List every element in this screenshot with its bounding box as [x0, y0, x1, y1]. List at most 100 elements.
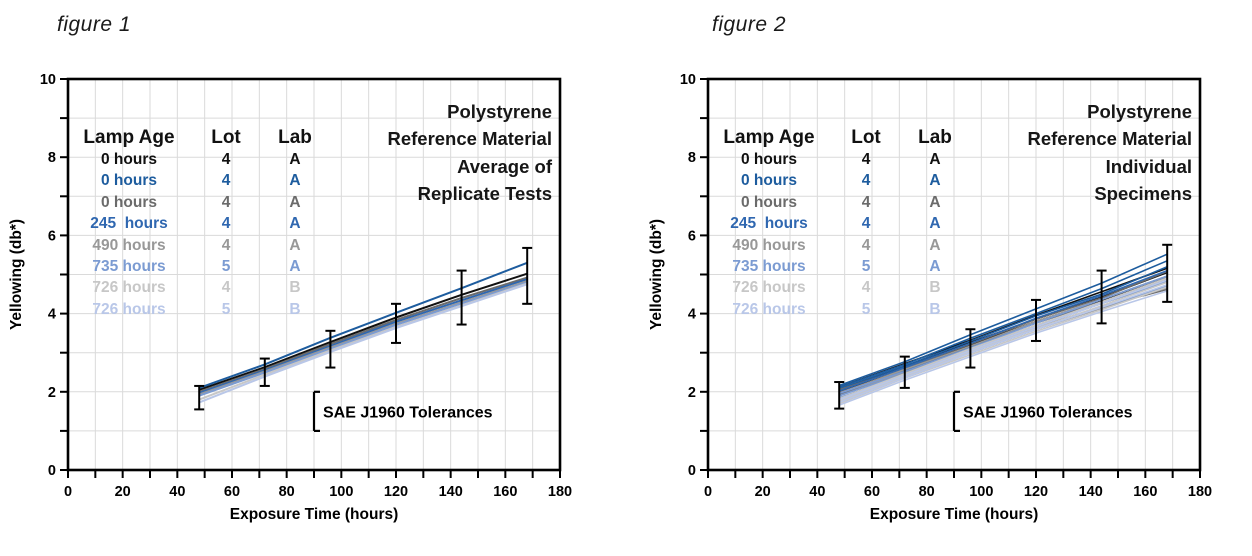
error-bar [325, 329, 336, 369]
legend-lab: A [929, 172, 941, 190]
plot-frame [706, 77, 1202, 472]
y-tick-label: 4 [688, 307, 696, 323]
legend-lab: A [289, 172, 301, 190]
series-line-3 [198, 278, 528, 394]
figure-2-annotation: Polystyrene Reference Material Individual S… [892, 98, 1192, 207]
y-tick-label: 10 [40, 72, 56, 88]
legend-lot: 4 [221, 172, 231, 190]
legend-lab: A [289, 151, 301, 168]
legend-lamp-age: 0 hours [741, 151, 797, 168]
error-bar [965, 328, 976, 369]
legend-lamp-age: 0 hours [741, 193, 797, 211]
figure-2-panel: figure 2 SAE J1960 Tolerances 0 20 40 60 80 10… [640, 0, 1252, 556]
annotation-line: Polystyrene [1087, 101, 1192, 122]
y-tick-label: 4 [48, 307, 56, 323]
x-tick-label: 80 [279, 484, 295, 500]
series-line-15 [838, 275, 1168, 395]
error-bar [899, 355, 910, 389]
x-tick-label: 60 [864, 484, 880, 500]
legend-lab: B [289, 279, 301, 297]
error-bar [522, 246, 533, 305]
legend-lamp-age: 735 hours [92, 258, 166, 276]
annotation-line: Individual [1105, 155, 1192, 177]
y-tick-label: 6 [688, 228, 696, 244]
legend-lot: 4 [221, 279, 231, 297]
x-tick-label: 40 [169, 484, 185, 500]
y-tick-label: 2 [688, 385, 696, 401]
x-tick-label: 160 [1133, 484, 1157, 500]
x-tick-label: 100 [969, 484, 993, 500]
legend-lab: B [289, 300, 301, 318]
legend-lab: A [289, 193, 301, 211]
legend-lamp-age: 0 hours [101, 151, 157, 168]
legend-lab: A [289, 215, 301, 233]
legend-lab: A [929, 151, 941, 168]
legend-lamp-age: 735 hours [732, 258, 806, 276]
legend-lot: 5 [861, 300, 871, 318]
x-tick-label: 100 [329, 484, 353, 500]
error-bar [834, 381, 845, 410]
y-tick-label: 6 [48, 228, 56, 244]
legend-lamp-age: 726 hours [92, 279, 166, 297]
legend-lab: A [929, 236, 941, 254]
series-line-0 [198, 272, 528, 391]
annotation-line: Specimens [1094, 182, 1192, 204]
series-line-7 [198, 283, 528, 404]
error-bar [1096, 269, 1107, 325]
legend-lamp-age: 726 hours [732, 279, 806, 297]
figure-1-panel: figure 1 SAE J1960 Tolerances 0 20 40 60 80 10… [0, 0, 612, 556]
legend-header-lab: Lab [278, 127, 312, 148]
legend-header-lamp-age: Lamp Age [723, 127, 815, 148]
legend-lot: 5 [221, 258, 231, 276]
legend-lot: 4 [861, 193, 871, 211]
legend-lab: B [929, 300, 941, 318]
legend-lot: 4 [221, 193, 231, 211]
x-tick-label: 20 [115, 484, 131, 500]
legend-lot: 4 [861, 172, 871, 190]
y-tick-label: 8 [48, 150, 56, 166]
tolerance-marker: SAE J1960 Tolerances [312, 390, 493, 432]
legend-header-lot: Lot [851, 127, 881, 148]
tolerance-marker: SAE J1960 Tolerances [952, 390, 1133, 432]
series-line-1 [198, 261, 528, 389]
figure-1-legend: Lamp Age Lot Lab 0 hours 4 A 0 hours 4 A 0 hours 4… [70, 127, 326, 320]
annotation-line: Average of [457, 155, 552, 177]
legend-lab: A [289, 236, 301, 254]
y-tick-label: 2 [48, 385, 56, 401]
y-axis-label: Yellowing (db*) [8, 219, 25, 330]
legend-header-lamp-age: Lamp Age [83, 127, 175, 148]
legend-lamp-age: 0 hours [101, 193, 157, 211]
legend-lab: A [289, 258, 301, 276]
series-line-9 [838, 269, 1168, 392]
legend-lab: B [929, 279, 941, 297]
series-line-3 [838, 253, 1168, 387]
legend-lab: A [929, 193, 941, 211]
legend-lot: 4 [221, 215, 231, 233]
legend-lot: 4 [861, 215, 871, 233]
legend-lot: 5 [221, 300, 231, 318]
x-tick-label: 120 [1024, 484, 1048, 500]
series-line-5 [198, 281, 528, 397]
x-tick-label: 180 [1188, 484, 1212, 500]
tolerance-label: SAE J1960 Tolerances [323, 404, 493, 421]
x-axis-label: Exposure Time (hours) [870, 506, 1039, 523]
legend-lot: 4 [861, 236, 871, 254]
x-tick-label: 80 [919, 484, 935, 500]
x-tick-label: 60 [224, 484, 240, 500]
y-tick-label: 10 [680, 72, 696, 88]
figure-1-annotation: Polystyrene Reference Material Average of R… [252, 98, 552, 207]
legend-lamp-age: 245 hours [730, 215, 808, 233]
annotation-line: Reference Material [387, 128, 552, 150]
series-line-21 [838, 279, 1168, 401]
legend-lamp-age: 490 hours [92, 236, 166, 254]
legend-header-lab: Lab [918, 127, 952, 148]
y-tick-label: 0 [688, 463, 696, 479]
plot-frame [66, 77, 562, 472]
legend-lab: A [929, 258, 941, 276]
series-line-5 [838, 265, 1168, 390]
x-tick-label: 140 [439, 484, 463, 500]
legend-lot: 4 [861, 279, 871, 297]
y-axis-label: Yellowing (db*) [648, 219, 665, 330]
series-line-2 [198, 276, 528, 393]
